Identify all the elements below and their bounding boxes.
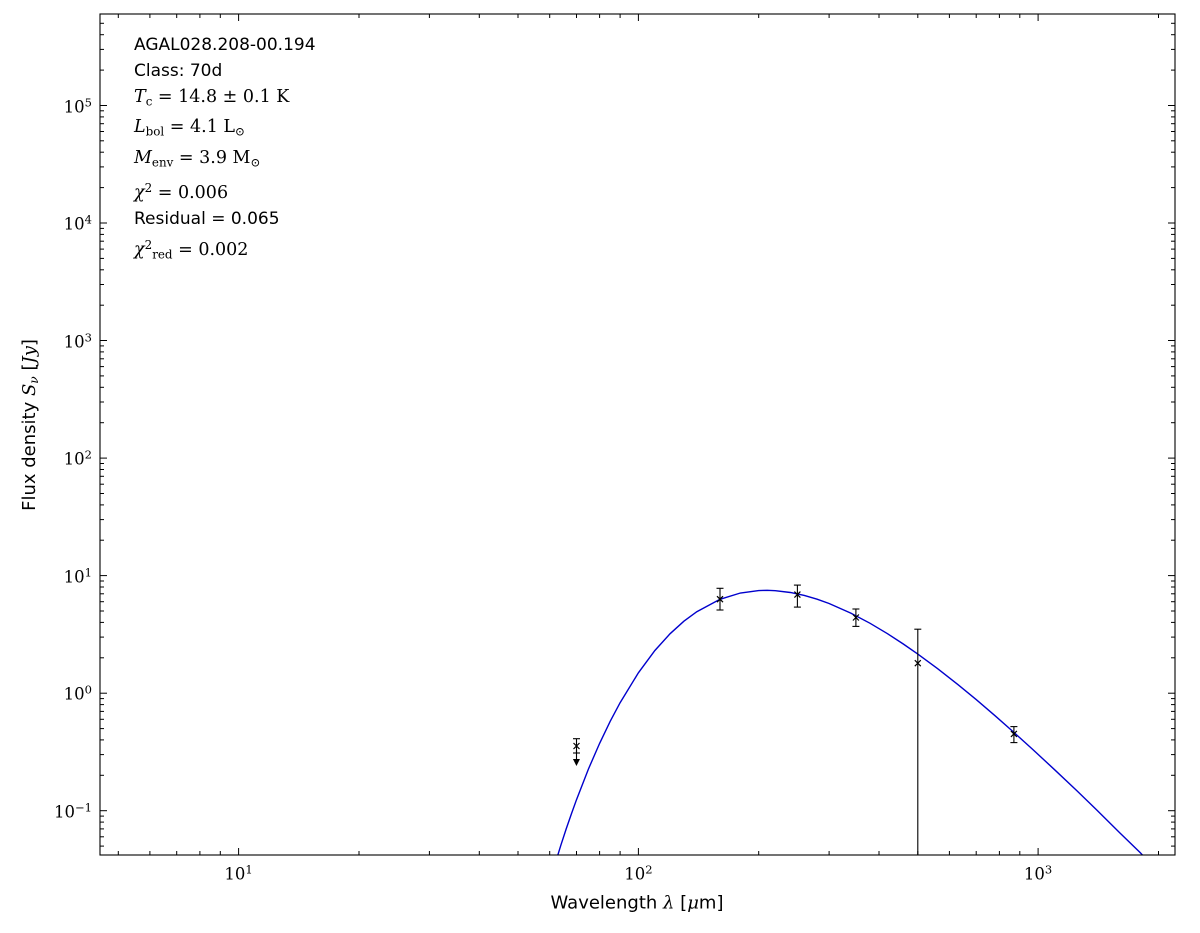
x-tick-label: 101 [224, 862, 253, 884]
fit-annotation: AGAL028.208-00.194 Class: 70d Tc = 14.8 ± … [134, 32, 316, 267]
annotation-line: Residual = 0.065 [134, 208, 280, 229]
x-marker [716, 595, 724, 603]
data-point [852, 608, 860, 627]
y-tick-label: 102 [63, 447, 92, 469]
data-point [914, 628, 922, 855]
x-marker [793, 591, 801, 599]
y-tick-label: 100 [63, 682, 92, 704]
data-point [793, 584, 801, 608]
y-tick-label: 103 [63, 330, 92, 351]
annotation-line: χ2red = 0.002 [134, 237, 249, 262]
model-curve [557, 589, 1144, 855]
x-marker [1010, 730, 1018, 738]
annotation-line: Class: 70d [134, 61, 223, 81]
annotation-line: AGAL028.208-00.194 [134, 35, 316, 55]
x-tick-label: 103 [1023, 862, 1053, 884]
data-point [1010, 726, 1018, 744]
y-tick-label: 104 [63, 212, 92, 234]
arrowhead-icon [572, 759, 580, 767]
annotation-line: Menv = 3.9 M⊙ [134, 147, 261, 169]
y-tick-label: 10−1 [54, 800, 92, 822]
y-tick-label: 105 [63, 95, 92, 116]
x-axis-label: Wavelength λ [μm] [550, 892, 724, 914]
y-axis-label: Flux density Sν [Jy] [18, 339, 42, 511]
data-point [572, 738, 580, 767]
x-marker [573, 742, 580, 750]
annotation-line: Lbol = 4.1 L⊙ [134, 117, 245, 139]
x-tick-label: 102 [624, 862, 653, 884]
annotation-line: χ2 = 0.006 [134, 180, 229, 203]
x-marker [914, 659, 922, 667]
axes-frame [99, 13, 1176, 856]
annotation-line: Tc = 14.8 ± 0.1 K [134, 87, 290, 109]
data-point [716, 587, 724, 611]
y-tick-label: 101 [63, 565, 92, 586]
x-marker [852, 614, 860, 621]
